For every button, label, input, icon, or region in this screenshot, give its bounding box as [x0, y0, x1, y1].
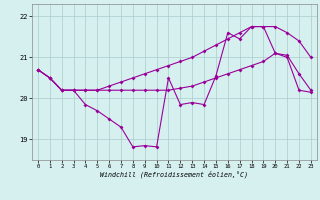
- X-axis label: Windchill (Refroidissement éolien,°C): Windchill (Refroidissement éolien,°C): [100, 171, 248, 178]
